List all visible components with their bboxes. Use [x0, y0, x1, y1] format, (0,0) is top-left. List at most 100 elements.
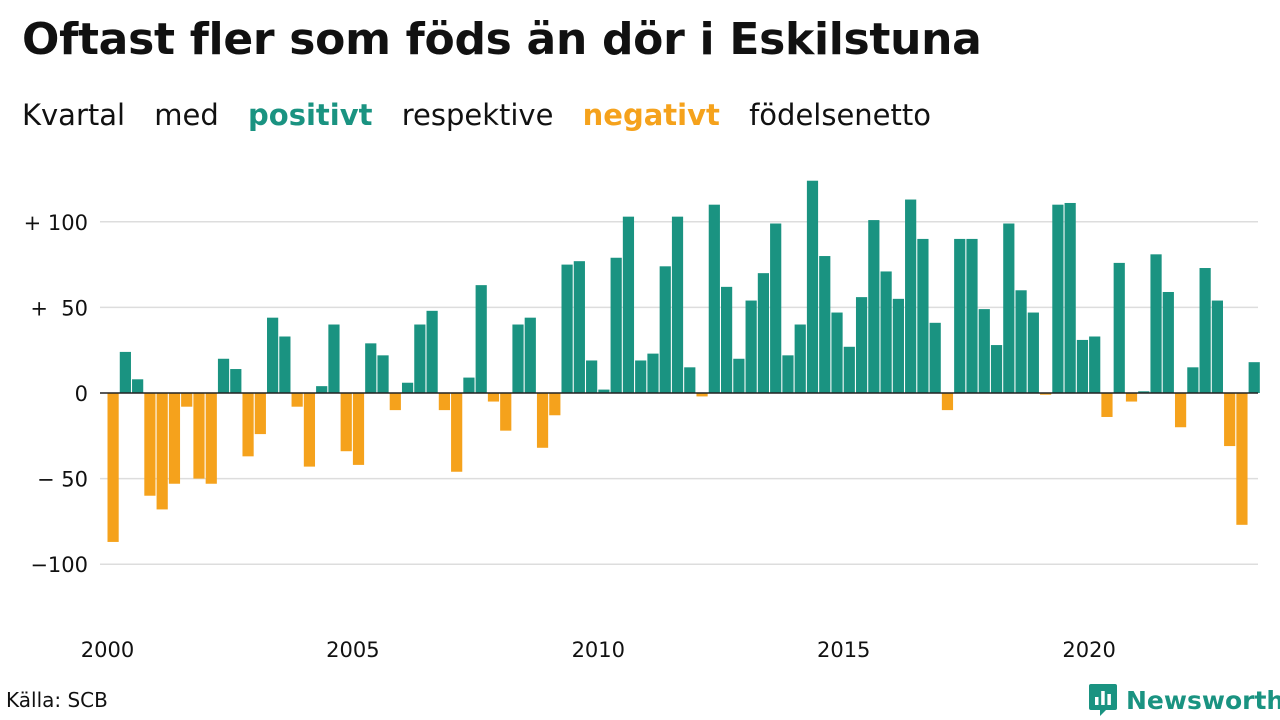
bar	[1174, 393, 1187, 428]
bar	[1125, 393, 1138, 402]
bar	[745, 300, 757, 393]
bar	[549, 393, 561, 416]
bar	[721, 286, 733, 393]
bar	[352, 393, 365, 465]
chart-title: Oftast fler som föds än dör i Eskilstuna	[22, 14, 982, 65]
bar	[316, 386, 328, 393]
bar	[463, 377, 475, 393]
bar	[1015, 290, 1027, 393]
bar	[1199, 268, 1211, 393]
bar	[635, 360, 647, 393]
bar	[1138, 391, 1150, 393]
bar	[1027, 312, 1039, 393]
bar	[438, 393, 450, 411]
bar	[451, 393, 463, 472]
subtitle-text-fodelsenetto: födelsenetto	[749, 98, 931, 132]
brand-logo: Newsworthy	[1088, 682, 1280, 718]
bar	[487, 393, 500, 402]
bar	[242, 393, 254, 457]
bar	[217, 358, 230, 393]
bar	[1211, 300, 1223, 393]
bar	[954, 238, 966, 393]
bar	[181, 393, 193, 407]
bar	[659, 266, 671, 393]
bar	[1150, 254, 1162, 393]
bar	[426, 310, 438, 393]
y-axis-tick-labels: + 100 + 50 0 − 50 −100	[24, 211, 88, 577]
bar	[475, 285, 487, 393]
bar	[794, 324, 806, 393]
bar	[733, 358, 745, 393]
bar	[782, 355, 794, 393]
bar	[843, 346, 855, 393]
bar	[941, 393, 954, 411]
bar	[205, 393, 217, 484]
bar	[598, 389, 610, 393]
bar	[1224, 393, 1236, 447]
bar	[230, 369, 242, 393]
y-tick-label: − 50	[37, 468, 88, 492]
y-tick-label: + 100	[24, 211, 88, 235]
bar	[868, 220, 880, 393]
bar	[892, 298, 904, 393]
bar	[573, 261, 585, 393]
y-tick-label: 0	[75, 382, 88, 406]
bar	[389, 393, 401, 411]
bar	[279, 336, 291, 393]
bar	[1236, 393, 1248, 525]
bar	[671, 216, 684, 393]
x-tick-label: 2010	[572, 638, 625, 662]
bar	[1064, 202, 1076, 393]
bar	[757, 273, 770, 393]
bar	[1089, 336, 1101, 393]
y-tick-label: −100	[30, 553, 88, 577]
bar	[684, 367, 696, 393]
bar	[770, 223, 782, 393]
bar	[500, 393, 512, 431]
chart-subtitle: Kvartal med positivt respektive negativt…	[22, 98, 951, 132]
bar	[855, 297, 868, 393]
bar	[880, 271, 892, 393]
bar	[561, 264, 573, 393]
subtitle-text-med: med	[154, 98, 219, 132]
y-tick-label: + 50	[30, 296, 88, 320]
subtitle-text-respektive: respektive	[401, 98, 554, 132]
bar	[905, 199, 917, 393]
bar	[806, 180, 819, 393]
x-axis-tick-labels: 2000 2005 2010 2015 2020	[81, 638, 1116, 662]
x-tick-label: 2000	[81, 638, 134, 662]
bars	[107, 180, 1260, 542]
subtitle-positive-label: positivt	[248, 98, 373, 132]
bar	[929, 322, 941, 393]
x-tick-label: 2005	[326, 638, 379, 662]
bar	[328, 324, 340, 393]
bar	[193, 393, 205, 479]
bar	[144, 393, 156, 496]
bar	[647, 353, 659, 393]
bar	[107, 393, 119, 542]
source-label: Källa: SCB	[6, 688, 108, 712]
subtitle-negative-label: negativt	[582, 98, 720, 132]
bar	[291, 393, 303, 407]
bar	[267, 317, 279, 393]
bar	[831, 312, 843, 393]
bar	[377, 355, 389, 393]
subtitle-text-kvartal: Kvartal	[22, 98, 126, 132]
bar	[524, 317, 536, 393]
bar	[168, 393, 181, 484]
bar	[586, 360, 598, 393]
bar	[401, 382, 414, 393]
bar	[512, 324, 524, 393]
bar	[917, 238, 929, 393]
bar	[119, 351, 131, 393]
brand-name: Newsworthy	[1126, 685, 1280, 715]
bar	[1076, 339, 1089, 393]
bar	[414, 324, 426, 393]
bar	[254, 393, 266, 435]
newsworthy-logo-icon	[1089, 684, 1117, 716]
bar	[1101, 393, 1113, 417]
bar	[1052, 204, 1064, 393]
bar	[990, 345, 1003, 393]
bar	[966, 238, 978, 393]
